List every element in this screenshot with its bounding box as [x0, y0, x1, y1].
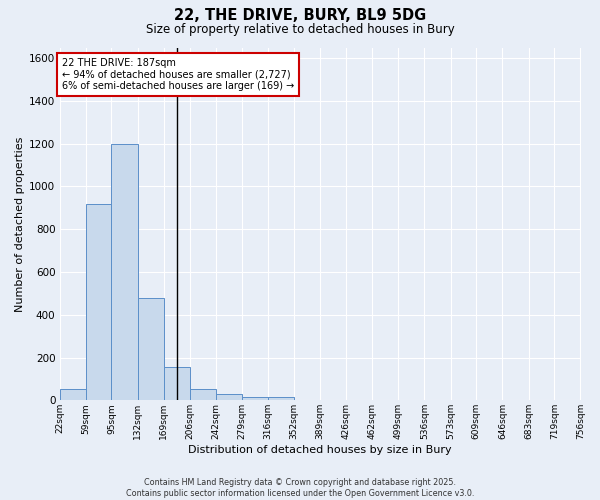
Text: Size of property relative to detached houses in Bury: Size of property relative to detached ho… [146, 22, 454, 36]
Bar [137, 298, 164, 401]
Bar [190, 388, 216, 400]
Text: 22, THE DRIVE, BURY, BL9 5DG: 22, THE DRIVE, BURY, BL9 5DG [174, 8, 426, 22]
Bar [112, 144, 137, 400]
Bar [216, 394, 242, 400]
Bar [59, 388, 86, 400]
Bar [268, 397, 294, 400]
Text: Contains HM Land Registry data © Crown copyright and database right 2025.
Contai: Contains HM Land Registry data © Crown c… [126, 478, 474, 498]
X-axis label: Distribution of detached houses by size in Bury: Distribution of detached houses by size … [188, 445, 452, 455]
Bar [242, 397, 268, 400]
Bar [164, 367, 190, 400]
Text: 22 THE DRIVE: 187sqm
← 94% of detached houses are smaller (2,727)
6% of semi-det: 22 THE DRIVE: 187sqm ← 94% of detached h… [62, 58, 295, 92]
Y-axis label: Number of detached properties: Number of detached properties [15, 136, 25, 312]
Bar [86, 204, 112, 400]
